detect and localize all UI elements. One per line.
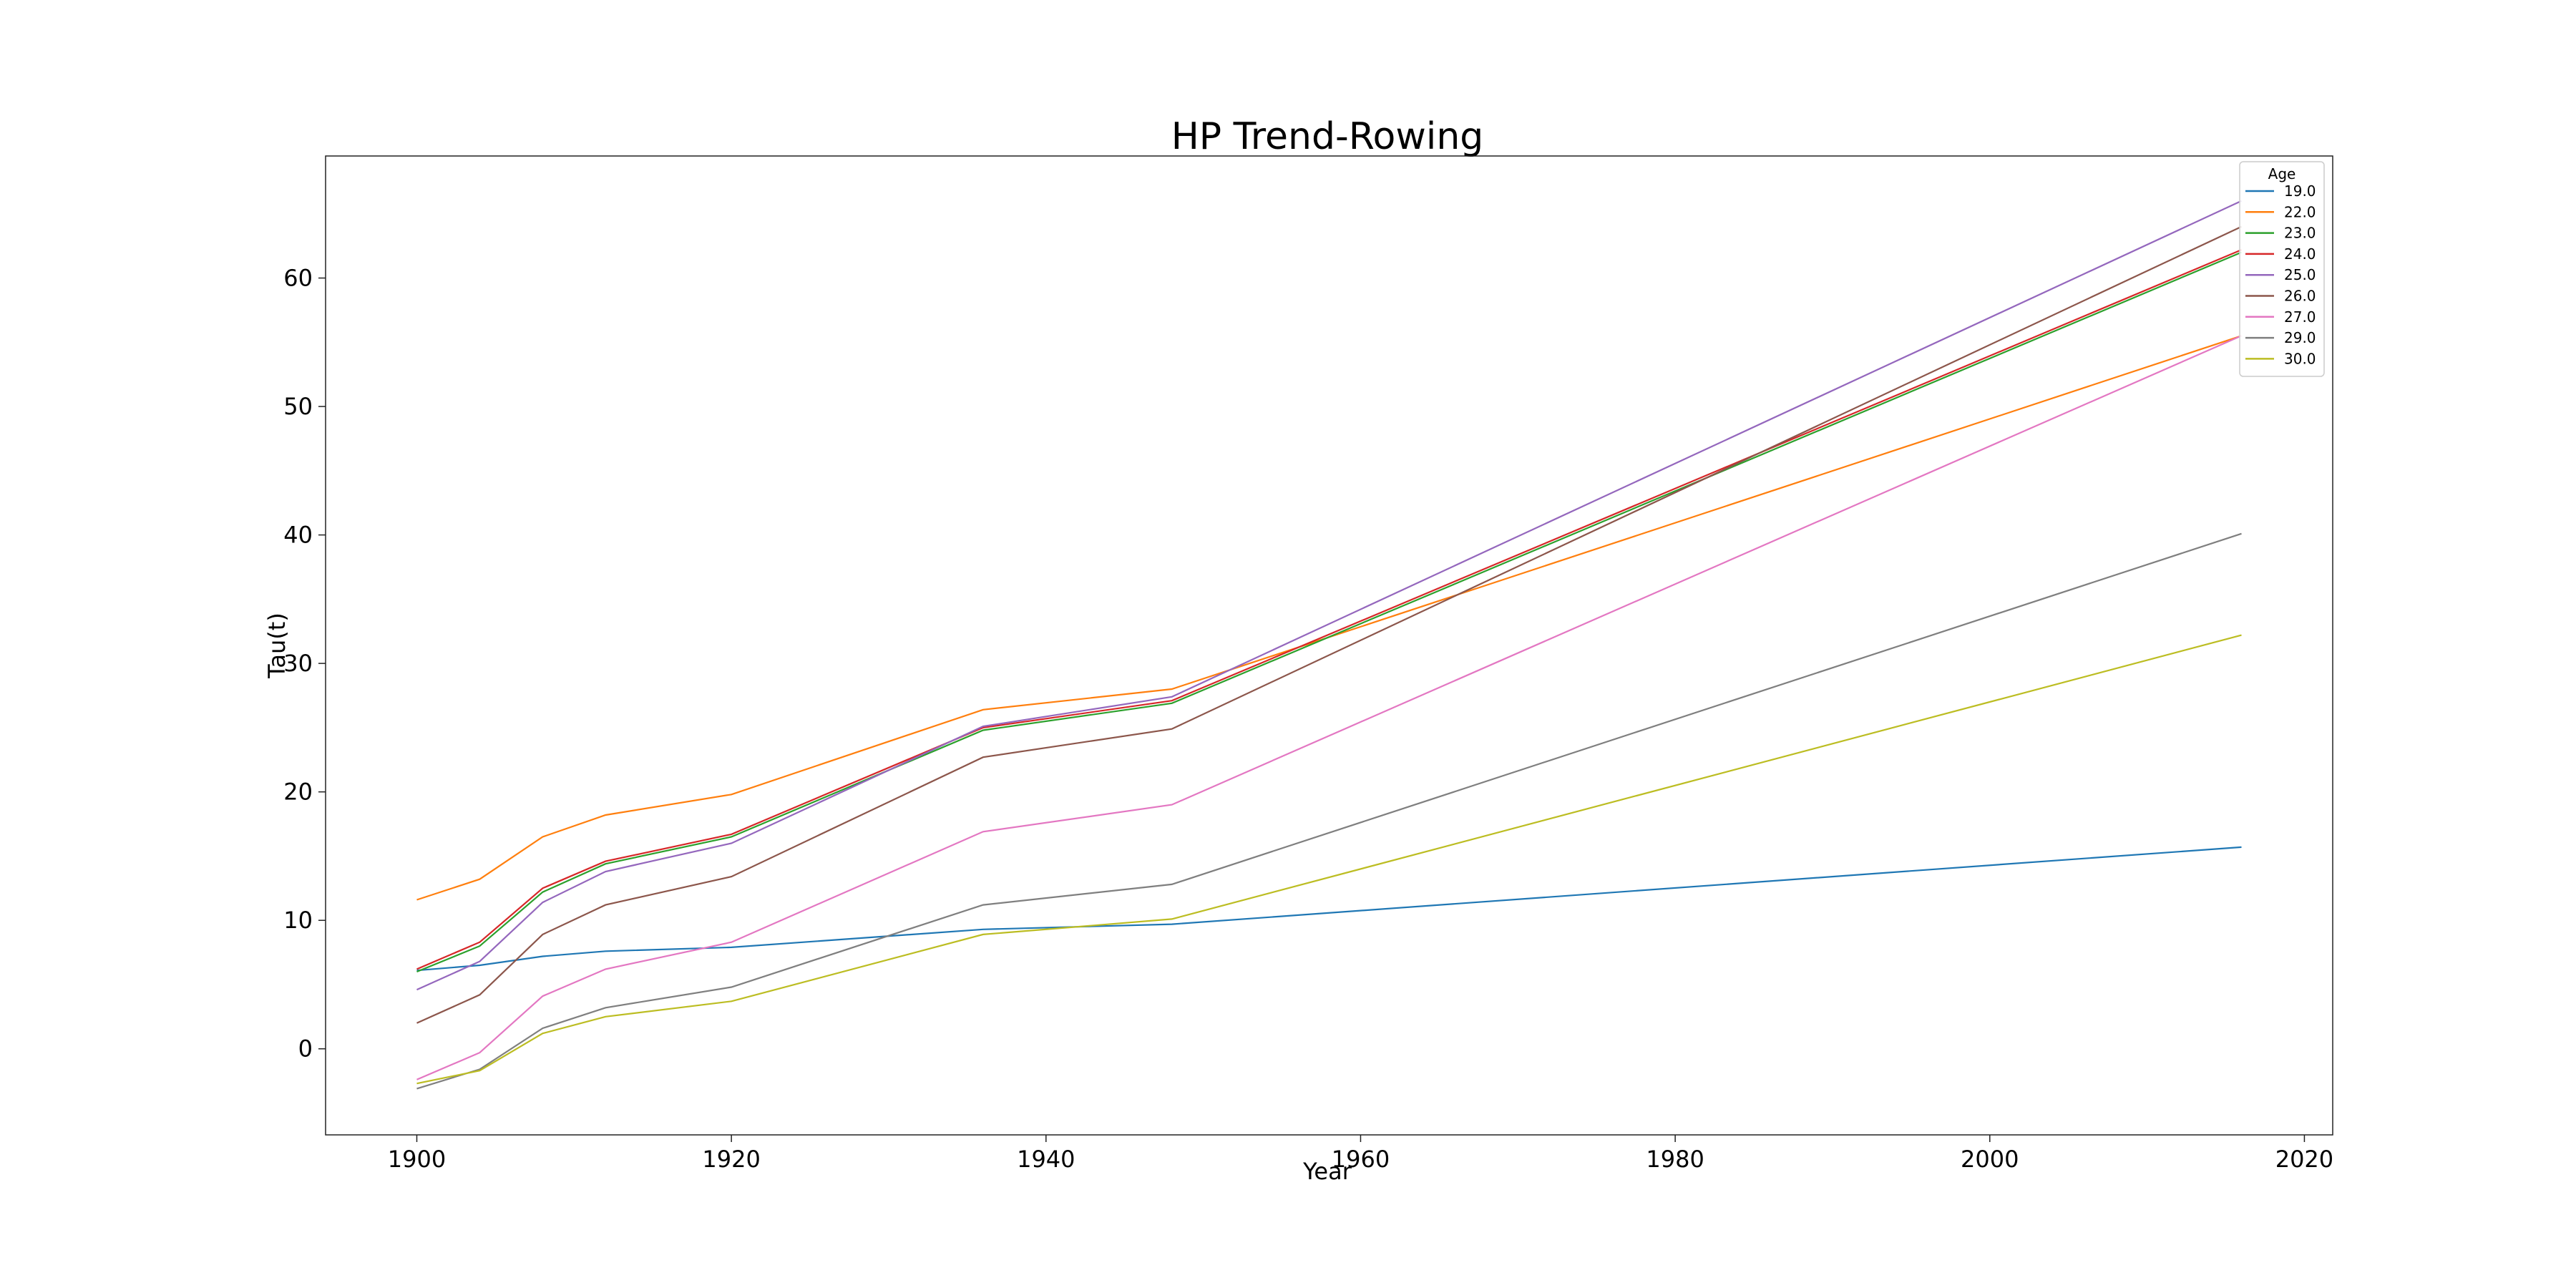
y-tick-label: 50 — [283, 393, 313, 420]
legend-label-23.0: 23.0 — [2284, 225, 2316, 242]
y-tick-label: 60 — [283, 265, 313, 292]
y-tick-label: 30 — [283, 650, 313, 677]
y-axis: 0 10 20 30 40 50 60 — [283, 265, 326, 1063]
x-tick-label: 1960 — [1332, 1146, 1390, 1173]
legend-label-30.0: 30.0 — [2284, 350, 2316, 367]
series-line-22.0 — [416, 335, 2242, 901]
plot-frame — [325, 155, 2333, 1136]
series-line-19.0 — [416, 846, 2242, 972]
legend-title: Age — [2268, 165, 2296, 182]
series-line-27.0 — [416, 335, 2242, 1080]
x-tick-label: 2000 — [1961, 1146, 2019, 1173]
legend-label-26.0: 26.0 — [2284, 288, 2316, 305]
x-tick-label: 1940 — [1017, 1146, 1075, 1173]
y-tick-label: 0 — [298, 1035, 313, 1063]
x-tick-label: 2020 — [2275, 1146, 2333, 1173]
legend-label-24.0: 24.0 — [2284, 245, 2316, 263]
x-axis-label: Year — [1302, 1158, 1352, 1185]
legend-label-25.0: 25.0 — [2284, 266, 2316, 283]
x-tick-label: 1920 — [702, 1146, 760, 1173]
series-lines — [416, 200, 2242, 1090]
series-line-29.0 — [416, 532, 2242, 1090]
y-tick-label: 10 — [283, 907, 313, 934]
y-axis-label: Tau(t) — [263, 613, 291, 679]
x-axis: 1900 1920 1940 1960 1980 2000 2020 — [388, 1135, 2333, 1173]
series-line-30.0 — [416, 634, 2242, 1085]
legend-label-27.0: 27.0 — [2284, 308, 2316, 326]
y-tick-label: 40 — [283, 522, 313, 549]
legend: Age 19.0 22.0 23.0 24.0 25.0 26.0 27.0 29.0 30.0 — [2239, 161, 2325, 377]
series-line-24.0 — [416, 249, 2242, 970]
x-tick-label: 1900 — [388, 1146, 446, 1173]
legend-label-22.0: 22.0 — [2284, 203, 2316, 220]
legend-box — [2239, 161, 2325, 377]
y-tick-label: 20 — [283, 779, 313, 806]
series-line-26.0 — [416, 225, 2242, 1024]
legend-label-29.0: 29.0 — [2284, 329, 2316, 346]
series-line-25.0 — [416, 200, 2242, 991]
x-tick-label: 1980 — [1646, 1146, 1704, 1173]
legend-label-19.0: 19.0 — [2284, 182, 2316, 200]
chart-title: HP Trend-Rowing — [1171, 115, 1484, 158]
series-line-23.0 — [416, 251, 2242, 973]
